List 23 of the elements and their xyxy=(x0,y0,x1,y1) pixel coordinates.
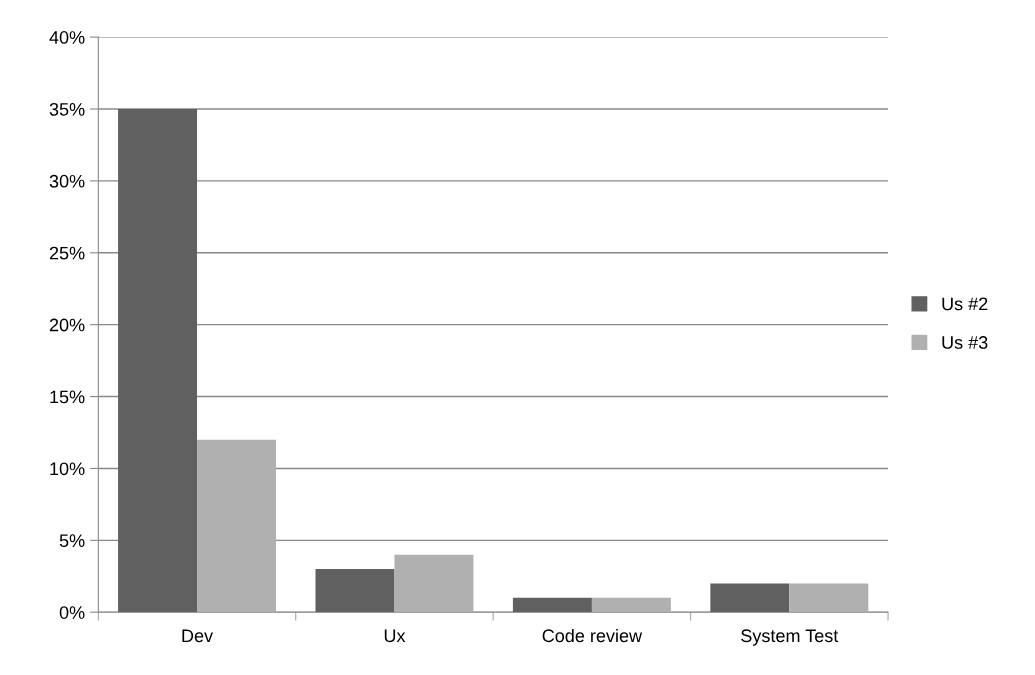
bar xyxy=(394,554,474,613)
y-tick-label: 30% xyxy=(49,174,85,188)
y-tick-label: 40% xyxy=(49,31,85,44)
bar xyxy=(118,109,198,613)
bar xyxy=(315,569,395,613)
x-tick-label: Code review xyxy=(542,628,643,643)
bar xyxy=(197,439,277,613)
y-tick-label: 5% xyxy=(59,534,85,548)
y-tick-label: 35% xyxy=(49,102,85,116)
legend-label: Us #2 xyxy=(942,297,988,311)
bar xyxy=(591,597,671,613)
bar xyxy=(789,583,869,613)
bar xyxy=(710,583,790,613)
x-tick-label: System Test xyxy=(741,629,839,646)
legend-label: Us #3 xyxy=(942,336,988,349)
y-tick-label: 15% xyxy=(50,390,85,404)
x-tick-label: Dev xyxy=(182,629,214,643)
x-tick-label: Ux xyxy=(384,629,406,643)
y-tick-label: 0% xyxy=(59,606,85,619)
y-tick-label: 25% xyxy=(49,246,85,260)
bar xyxy=(512,597,592,613)
y-tick-label: 20% xyxy=(49,318,85,332)
y-tick-label: 10% xyxy=(50,462,85,476)
